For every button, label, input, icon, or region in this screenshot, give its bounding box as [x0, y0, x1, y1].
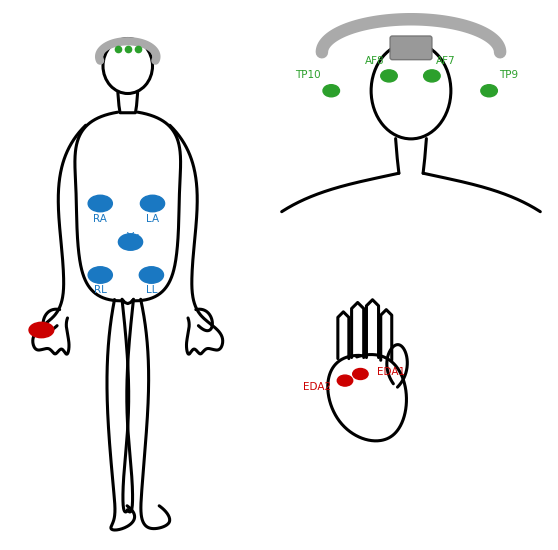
FancyBboxPatch shape [390, 36, 432, 59]
Text: TP10: TP10 [295, 70, 320, 80]
Ellipse shape [88, 195, 112, 212]
Ellipse shape [140, 267, 163, 283]
Text: Vx: Vx [127, 232, 140, 242]
Text: LL: LL [146, 285, 157, 295]
Ellipse shape [141, 195, 165, 212]
Text: TP9: TP9 [499, 70, 518, 80]
Text: AF8: AF8 [365, 56, 384, 66]
Text: AF7: AF7 [436, 56, 456, 66]
Ellipse shape [381, 70, 397, 82]
Ellipse shape [481, 85, 497, 97]
Ellipse shape [424, 70, 440, 82]
Text: RA: RA [93, 214, 107, 224]
Ellipse shape [118, 234, 143, 250]
Ellipse shape [337, 375, 353, 386]
Text: LA: LA [146, 214, 159, 224]
Text: RL: RL [94, 285, 107, 295]
Ellipse shape [323, 85, 339, 97]
Text: EDA1: EDA1 [377, 367, 405, 377]
Ellipse shape [88, 267, 112, 283]
Text: EDA2: EDA2 [303, 382, 331, 392]
Ellipse shape [353, 368, 368, 379]
Ellipse shape [29, 322, 54, 338]
